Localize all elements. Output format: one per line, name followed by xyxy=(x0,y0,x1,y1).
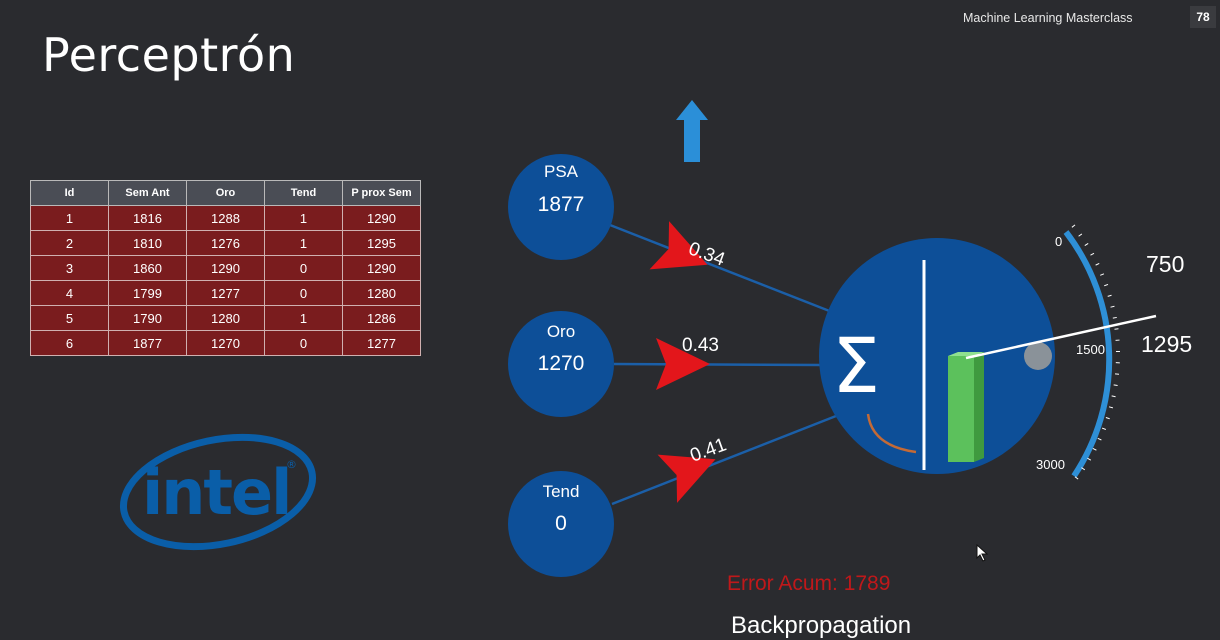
gauge-tick xyxy=(1087,458,1090,460)
gauge-tick xyxy=(1096,263,1100,265)
mouse-cursor-icon xyxy=(976,544,990,562)
node-label: Oro xyxy=(511,322,611,342)
gauge-tick xyxy=(1112,396,1116,397)
node-label: Tend xyxy=(511,482,611,502)
gauge-tick xyxy=(1113,317,1117,318)
caption: Backpropagation xyxy=(731,612,911,640)
gauge-tick xyxy=(1072,225,1075,227)
gauge-tick xyxy=(1114,385,1118,386)
gauge-tick-label: 3000 xyxy=(1036,457,1065,472)
node-value: 1877 xyxy=(511,193,611,217)
output-bar xyxy=(948,352,984,462)
gauge-tick xyxy=(1108,295,1112,296)
node-label: PSA xyxy=(511,162,611,182)
sigma-symbol: Σ xyxy=(832,321,880,410)
up-arrow-icon xyxy=(676,100,708,162)
gauge-tick-label: 0 xyxy=(1055,234,1062,249)
output-value: 1295 xyxy=(1141,331,1192,358)
gauge-tick xyxy=(1106,418,1110,419)
weight-label: 0.43 xyxy=(682,335,719,357)
target-value: 750 xyxy=(1146,251,1184,278)
gauge-tick xyxy=(1098,438,1102,440)
gauge-tick-label: 1500 xyxy=(1076,342,1105,357)
gauge-tick xyxy=(1093,448,1097,450)
gauge-knob xyxy=(1024,342,1052,370)
gauge-tick xyxy=(1104,284,1108,285)
error-accumulated: Error Acum: 1789 xyxy=(727,572,890,596)
gauge-tick xyxy=(1079,234,1082,236)
gauge-tick xyxy=(1109,407,1113,408)
connection-line xyxy=(612,416,836,504)
gauge-tick xyxy=(1090,253,1093,255)
gauge-tick xyxy=(1085,243,1088,245)
gauge-tick xyxy=(1111,306,1115,307)
gauge-tick xyxy=(1100,274,1104,276)
gauge-tick xyxy=(1102,428,1106,429)
node-value: 0 xyxy=(511,512,611,536)
node-value: 1270 xyxy=(511,352,611,376)
connection-line xyxy=(614,364,822,365)
